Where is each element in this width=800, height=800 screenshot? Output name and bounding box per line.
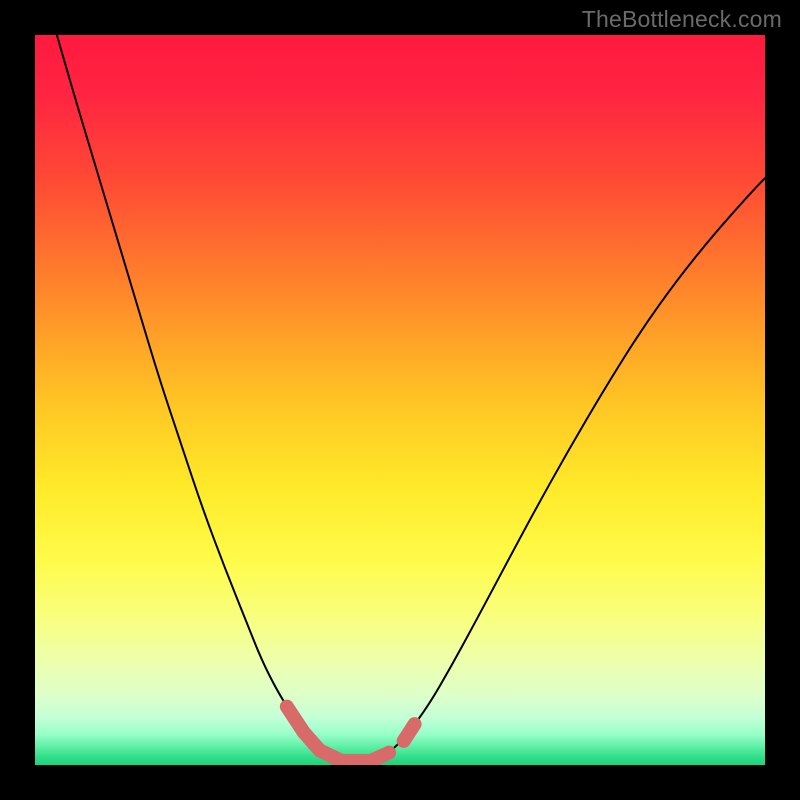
trough-marker-segment	[371, 753, 389, 761]
gradient-background	[35, 35, 765, 765]
plot-svg	[35, 35, 765, 765]
chart-frame: TheBottleneck.com	[0, 0, 800, 800]
watermark-text: TheBottleneck.com	[582, 6, 782, 33]
plot-area	[35, 35, 765, 765]
trough-marker-segment	[404, 724, 415, 741]
